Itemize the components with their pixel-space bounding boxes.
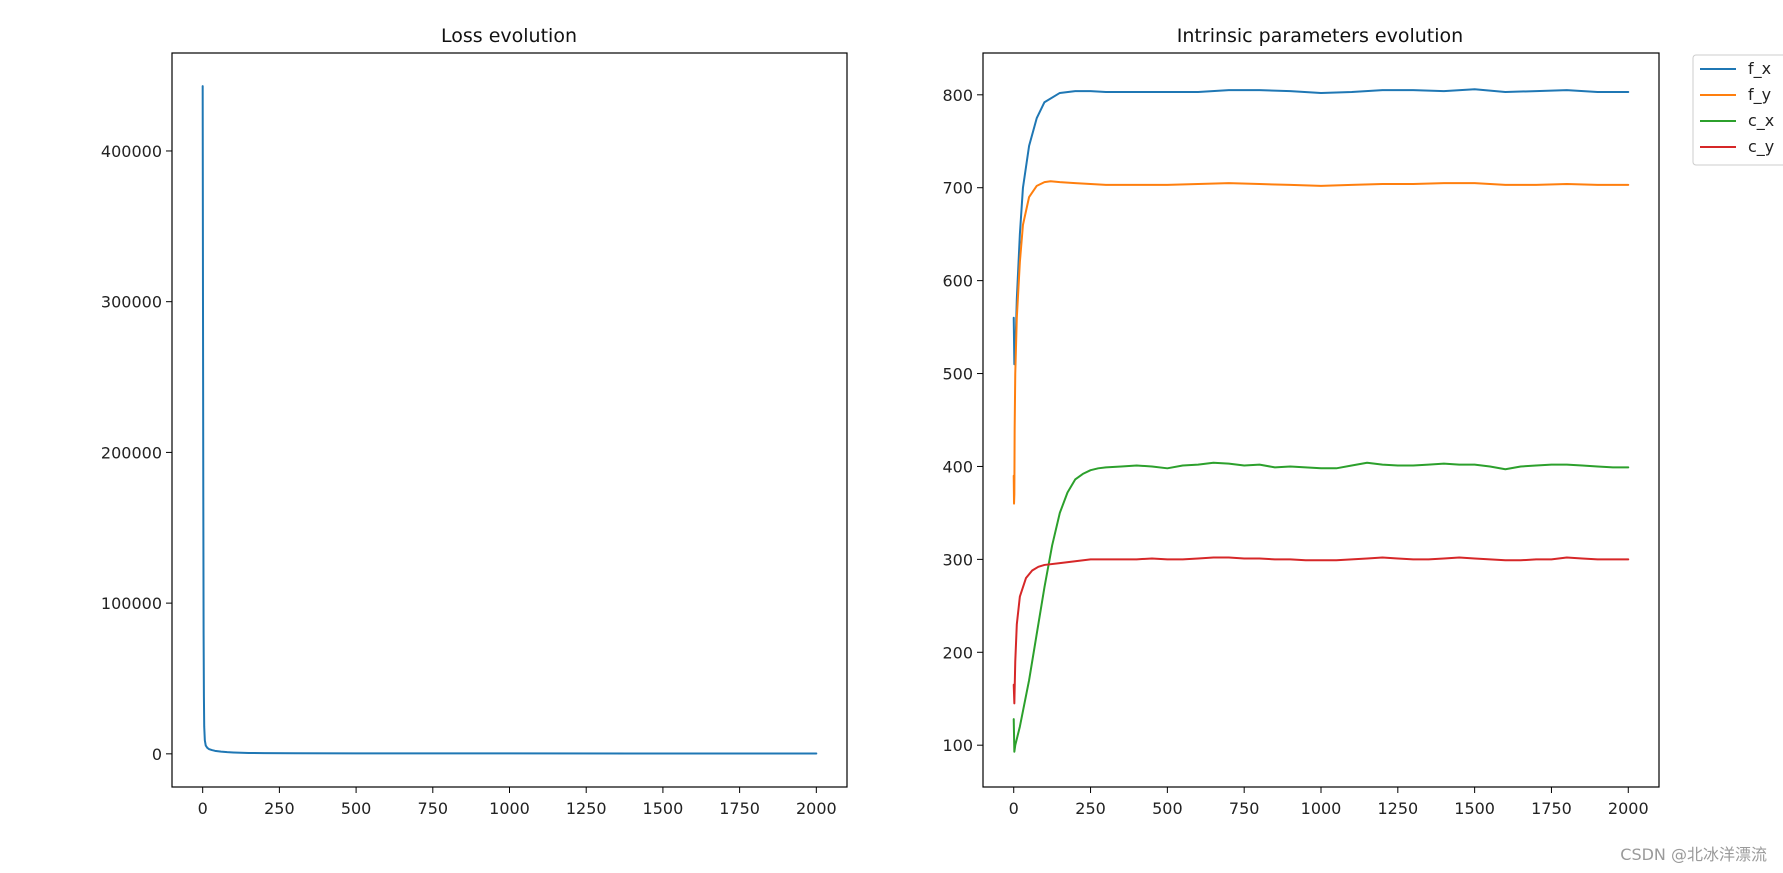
intrinsics-x-tick-label: 500 [1152,799,1183,818]
loss-y-tick-label: 400000 [101,142,162,161]
loss-chart-title: Loss evolution [441,25,577,47]
legend-label-fy: f_y [1748,85,1771,105]
loss-y-tick-label: 100000 [101,594,162,613]
intrinsics-x-tick-label: 2000 [1608,799,1649,818]
legend-label-cx: c_x [1748,111,1774,131]
intrinsics-x-tick-label: 0 [1009,799,1019,818]
intrinsics-y-tick-label: 100 [942,736,973,755]
intrinsics-y-tick-label: 400 [942,457,973,476]
loss-x-tick-label: 1500 [643,799,684,818]
intrinsics-y-tick-label: 800 [942,86,973,105]
intrinsics-y-tick-label: 500 [942,365,973,384]
intrinsics-y-tick-label: 600 [942,272,973,291]
intrinsics-y-tick-label: 300 [942,550,973,569]
intrinsics-chart-lines [1012,88,1630,753]
loss-chart-frame [171,52,848,788]
intrinsics-x-tick-label: 1000 [1301,799,1342,818]
loss-x-tick-label: 1000 [489,799,530,818]
watermark-text: CSDN @北冰洋漂流 [1620,845,1767,864]
loss-chart-lines [201,85,818,755]
intrinsics-chart-frame [982,52,1660,788]
loss-x-tick-label: 250 [264,799,295,818]
loss-x-tick-label: 1750 [719,799,760,818]
intrinsics-x-tick-label: 1250 [1377,799,1418,818]
loss-x-tick-label: 500 [341,799,372,818]
loss-chart-y-ticks: 0 100000 200000 300000 400000 [101,142,172,764]
intrinsics-series-line-cx [1012,461,1630,753]
legend-label-cy: c_y [1748,137,1774,157]
intrinsics-y-tick-label: 700 [942,179,973,198]
intrinsics-chart: Intrinsic parameters evolution 0 250 500 75… [942,25,1783,818]
loss-chart: Loss evolution 0 250 500 750 1000 1250 1500 175… [101,25,848,818]
loss-x-tick-label: 1250 [566,799,607,818]
intrinsics-series-line-fy [1012,180,1630,505]
intrinsics-x-tick-label: 750 [1229,799,1260,818]
loss-x-tick-label: 0 [198,799,208,818]
intrinsics-chart-y-ticks: 100 200 300 400 500 600 700 800 [942,86,983,755]
loss-y-tick-label: 0 [152,745,162,764]
intrinsics-x-tick-label: 1750 [1531,799,1572,818]
intrinsics-series-line-fx [1012,88,1630,366]
loss-series-line [201,85,818,755]
loss-x-tick-label: 2000 [796,799,837,818]
legend-items: f_x f_y c_x c_y [1700,59,1774,157]
intrinsics-chart-x-ticks: 0 250 500 750 1000 1250 1500 1750 2000 [1009,787,1649,818]
intrinsics-y-tick-label: 200 [942,643,973,662]
intrinsics-x-tick-label: 1500 [1454,799,1495,818]
loss-y-tick-label: 200000 [101,443,162,462]
loss-chart-x-ticks: 0 250 500 750 1000 1250 1500 1750 2000 [198,787,837,818]
intrinsics-x-tick-label: 250 [1075,799,1106,818]
intrinsics-chart-title: Intrinsic parameters evolution [1177,25,1463,47]
loss-y-tick-label: 300000 [101,293,162,312]
intrinsics-series-line-cy [1012,556,1630,705]
legend-label-fx: f_x [1748,59,1771,79]
loss-x-tick-label: 750 [418,799,449,818]
legend-box [1692,54,1783,166]
intrinsics-legend: f_x f_y c_x c_y [1692,54,1783,166]
